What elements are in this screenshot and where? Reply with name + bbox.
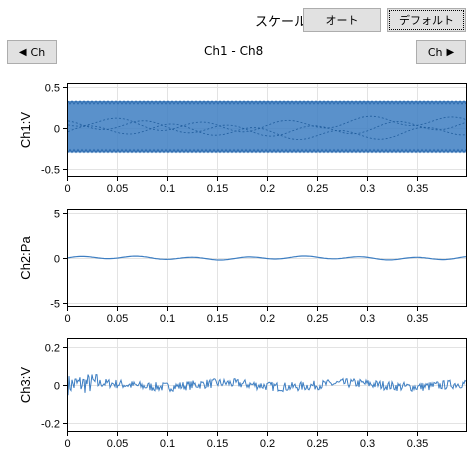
prev-channel-button[interactable]: ◀ Ch: [7, 40, 57, 64]
x-tick-label: 0.3: [360, 438, 375, 450]
series-band: [68, 100, 466, 153]
x-tick-label: 0.05: [107, 313, 128, 325]
series-line: [67, 120, 467, 137]
x-tick-label: 0.3: [360, 183, 375, 195]
next-channel-label: Ch: [427, 45, 443, 59]
x-tick-label: 0: [64, 438, 70, 450]
scale-label: スケール: [255, 15, 308, 30]
x-tick-label: 0.35: [407, 438, 428, 450]
y-tick-label: 0: [54, 124, 60, 136]
prev-channel-label: Ch: [30, 45, 46, 59]
x-tick-label: 0: [64, 183, 70, 195]
x-tick-label: 0.35: [407, 313, 428, 325]
x-tick-label: 0.25: [307, 183, 328, 195]
chart-2: 0 0.05 0.1 0.15 0.2 0.25 0.3 0.35 5 0 -5 Ch2:Pa: [18, 209, 467, 325]
default-scale-button[interactable]: デフォルト: [387, 8, 466, 32]
series-fringe: [67, 100, 467, 105]
next-channel-button[interactable]: Ch ▶: [416, 40, 466, 64]
auto-scale-button[interactable]: オート: [303, 8, 381, 32]
series-line: [67, 115, 467, 133]
x-tick-label: 0.35: [407, 183, 428, 195]
channel-range-label: Ch1 - Ch8: [204, 44, 264, 58]
x-tick-label: 0.25: [307, 313, 328, 325]
y-axis-label: Ch1:V: [18, 112, 33, 148]
x-tick-label: 0.2: [260, 183, 275, 195]
y-tick-label: -5: [50, 299, 60, 311]
x-tick-label: 0.25: [307, 438, 328, 450]
y-tick-label: 0: [54, 381, 60, 393]
y-tick-label: 5: [54, 209, 60, 221]
x-tick-label: 0: [64, 313, 70, 325]
chart-3: 0 0.05 0.1 0.15 0.2 0.25 0.3 0.35 0.2 0 -0.2 Ch3:V: [18, 338, 467, 450]
chart-1: 0 0.05 0.1 0.15 0.2 0.25 0.3 0.35 0.5 0 -0.5 Ch1:V: [18, 83, 467, 195]
x-tick-label: 0.1: [160, 313, 175, 325]
left-triangle-icon: ◀: [18, 46, 27, 58]
plot-frame: [67, 209, 467, 307]
y-tick-label: 0.5: [45, 83, 60, 95]
y-axis-label: Ch2:Pa: [18, 236, 33, 280]
x-tick-label: 0.15: [207, 313, 228, 325]
y-tick-label: 0: [54, 254, 60, 266]
x-tick-label: 0.1: [160, 438, 175, 450]
y-tick-label: 0.2: [45, 343, 60, 355]
y-axis-label: Ch3:V: [18, 367, 33, 403]
x-tick-label: 0.3: [360, 313, 375, 325]
x-tick-label: 0.1: [160, 183, 175, 195]
x-tick-label: 0.2: [260, 313, 275, 325]
series-line: [67, 374, 467, 396]
y-tick-label: -0.5: [41, 165, 60, 177]
x-tick-label: 0.05: [107, 183, 128, 195]
right-triangle-icon: ▶: [446, 46, 455, 58]
series-fringe: [67, 148, 467, 154]
x-tick-label: 0.2: [260, 438, 275, 450]
x-tick-label: 0.05: [107, 438, 128, 450]
plot-frame: [67, 338, 467, 432]
plot-frame: [67, 83, 467, 177]
x-tick-label: 0.15: [207, 438, 228, 450]
y-tick-label: -0.2: [41, 419, 60, 431]
series-line: [67, 123, 467, 140]
series-line: [67, 255, 467, 261]
x-tick-label: 0.15: [207, 183, 228, 195]
